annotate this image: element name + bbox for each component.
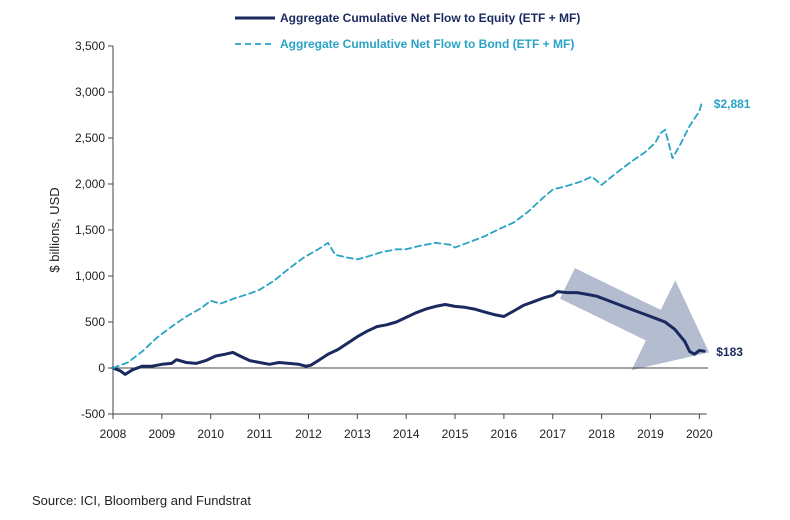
legend: Aggregate Cumulative Net Flow to Equity …: [235, 11, 580, 51]
bond-end-label: $2,881: [714, 97, 751, 111]
x-tick-label: 2011: [247, 427, 273, 441]
x-tick-label: 2008: [100, 427, 127, 441]
bond-series-line: [112, 102, 703, 369]
legend-entry: Aggregate Cumulative Net Flow to Bond (E…: [280, 37, 574, 51]
x-tick-label: 2018: [588, 427, 615, 441]
x-tick-label: 2009: [149, 427, 176, 441]
series-layer: $183 $2,881: [111, 97, 751, 376]
x-tick-label: 2019: [637, 427, 664, 441]
x-tick-label: 2020: [686, 427, 713, 441]
y-tick-label: 2,500: [75, 131, 105, 145]
legend-entry: Aggregate Cumulative Net Flow to Equity …: [280, 11, 580, 25]
equity-series-line: [111, 290, 706, 376]
x-tick-label: 2014: [393, 427, 420, 441]
x-tick-label: 2012: [295, 427, 322, 441]
x-tick-label: 2016: [491, 427, 518, 441]
equity-end-label: $183: [716, 345, 743, 359]
x-tick-label: 2013: [344, 427, 371, 441]
trend-arrow: [560, 268, 710, 371]
y-tick-label: 2,000: [75, 177, 105, 191]
y-tick-label: 0: [98, 361, 105, 375]
y-tick-label: 3,500: [75, 39, 105, 53]
y-tick-label: -500: [81, 407, 105, 421]
y-tick-label: 1,000: [75, 269, 105, 283]
x-tick-label: 2017: [539, 427, 566, 441]
y-tick-label: 500: [85, 315, 105, 329]
y-tick-label: 1,500: [75, 223, 105, 237]
y-axis-label: $ billions, USD: [47, 187, 62, 272]
y-tick-label: 3,000: [75, 85, 105, 99]
trend-arrow-annotation: [560, 268, 710, 371]
axes: -500 0 500 1,000 1,500 2,000 2,500 3,000 3,500 20…: [75, 39, 713, 441]
x-tick-label: 2015: [442, 427, 469, 441]
source-note: Source: ICI, Bloomberg and Fundstrat: [32, 493, 251, 508]
x-tick-label: 2010: [197, 427, 224, 441]
